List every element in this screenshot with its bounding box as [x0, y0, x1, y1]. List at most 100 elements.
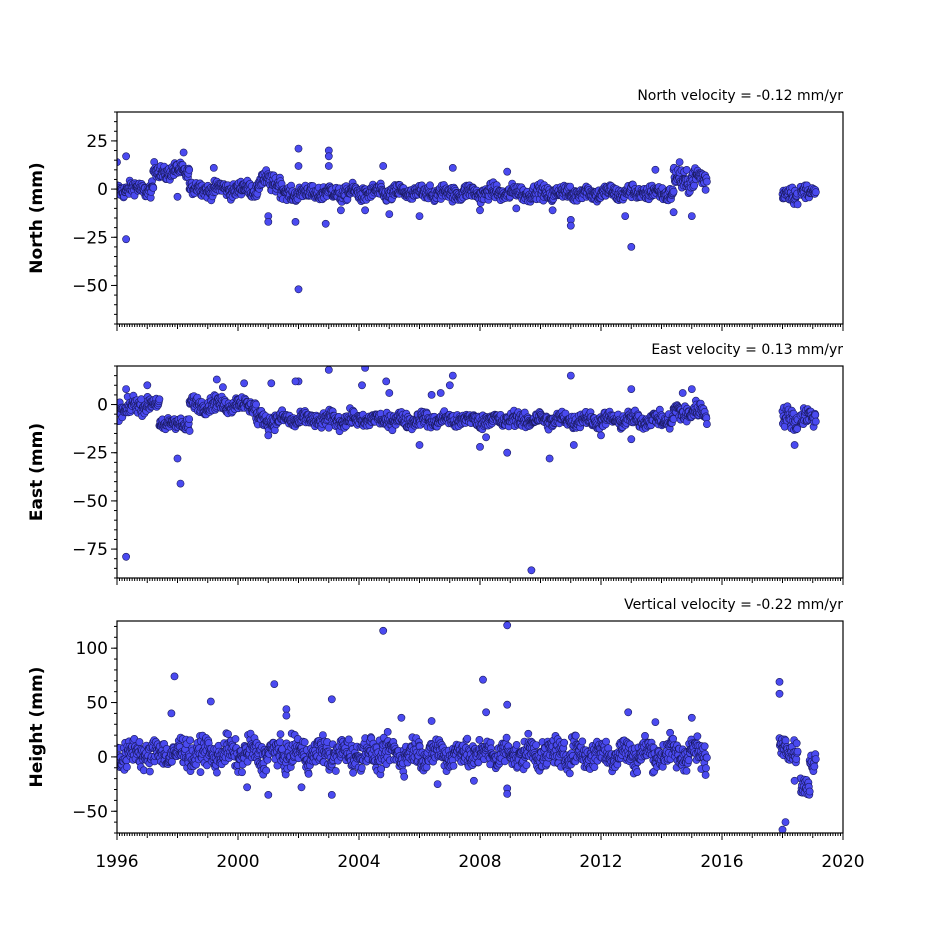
outlier-point: [267, 379, 276, 388]
outlier-point: [294, 162, 303, 170]
outlier-point: [527, 566, 536, 575]
data-point: [793, 747, 802, 756]
data-point: [185, 427, 194, 435]
outlier-point: [548, 206, 557, 215]
outlier-point: [512, 204, 521, 213]
data-point: [693, 732, 702, 741]
panel-1: 25 0 −25 −50 North velocity = -0.12 mm/yr Nor…: [27, 88, 844, 331]
data-point: [463, 734, 472, 743]
outlier-point: [122, 385, 130, 393]
data-point: [212, 768, 221, 777]
data-point: [669, 187, 678, 196]
data-point: [185, 165, 194, 174]
data-point: [633, 768, 642, 776]
outlier-point: [218, 383, 227, 392]
outlier-point: [264, 431, 273, 440]
data-point: [426, 181, 434, 190]
data-point: [571, 731, 580, 740]
data-point: [318, 731, 327, 739]
y-tick-label: 0: [97, 396, 108, 416]
y-axis-label: North (mm): [27, 162, 47, 273]
data-point: [145, 767, 154, 776]
outlier-point: [321, 219, 330, 228]
data-point: [252, 400, 260, 409]
outlier-point: [385, 389, 394, 397]
outlier-point: [209, 163, 218, 172]
data-point: [149, 183, 158, 192]
outlier-point: [675, 158, 684, 166]
outlier-point: [503, 448, 512, 457]
data-point: [155, 395, 164, 404]
outlier-point: [179, 148, 188, 157]
data-point: [400, 772, 409, 781]
outlier-point: [324, 162, 333, 170]
data-points: [117, 621, 820, 833]
data-point: [276, 730, 285, 738]
outlier-point: [476, 442, 484, 451]
y-tick-label: −25: [72, 444, 108, 464]
outlier-point: [240, 379, 248, 388]
data-point: [700, 742, 709, 751]
data-point: [262, 766, 271, 775]
data-point: [331, 767, 340, 775]
y-tick-label: −25: [72, 228, 108, 248]
data-point: [641, 732, 649, 740]
outlier-point: [212, 375, 221, 384]
outlier-point: [627, 385, 636, 393]
outlier-point: [176, 479, 185, 488]
outlier-point: [122, 552, 130, 561]
data-point: [703, 420, 711, 428]
data-point: [811, 410, 820, 419]
data-point: [702, 764, 710, 773]
outlier-point: [385, 210, 394, 218]
plot-frame: [116, 111, 844, 325]
outlier-point: [545, 454, 554, 463]
outlier-point: [294, 144, 303, 153]
data-point: [793, 200, 802, 209]
data-point: [224, 730, 232, 738]
outlier-point: [415, 441, 424, 449]
data-point: [703, 753, 711, 762]
data-point: [357, 764, 366, 772]
outlier-point: [569, 441, 578, 449]
data-point: [276, 738, 284, 746]
data-point: [185, 415, 194, 423]
y-tick-label: 0: [97, 180, 108, 200]
outlier-point: [627, 242, 636, 251]
data-point: [811, 417, 820, 426]
data-point: [560, 738, 569, 747]
outlier-point: [324, 152, 333, 161]
outlier-point: [361, 366, 369, 372]
outlier-point: [621, 212, 630, 220]
data-point: [532, 741, 540, 749]
data-point: [502, 733, 511, 742]
outlier-point: [173, 454, 182, 463]
data-point: [135, 738, 144, 746]
data-point: [792, 739, 801, 748]
outlier-point: [482, 433, 490, 442]
outlier-point: [790, 441, 799, 449]
y-tick-label: 25: [86, 132, 108, 152]
data-point: [811, 188, 820, 197]
outlier-point: [476, 206, 484, 215]
outlier-point: [687, 385, 696, 393]
y-tick-label: −75: [72, 540, 108, 560]
data-point: [304, 770, 313, 778]
data-points: [117, 366, 820, 575]
panel-title: North velocity = -0.12 mm/yr: [637, 88, 843, 104]
outlier-point: [448, 371, 457, 380]
outlier-point: [291, 217, 300, 226]
outlier-point: [445, 381, 454, 390]
y-axis-label: East (mm): [27, 423, 47, 521]
outlier-point: [361, 206, 369, 215]
data-point: [701, 185, 710, 194]
outlier-point: [427, 390, 436, 399]
panel-title: East velocity = 0.13 mm/yr: [651, 342, 843, 358]
data-point: [300, 738, 309, 747]
data-point: [602, 737, 610, 746]
outlier-point: [448, 163, 457, 172]
data-point: [123, 763, 131, 771]
data-point: [684, 756, 693, 765]
data-point: [703, 177, 711, 186]
